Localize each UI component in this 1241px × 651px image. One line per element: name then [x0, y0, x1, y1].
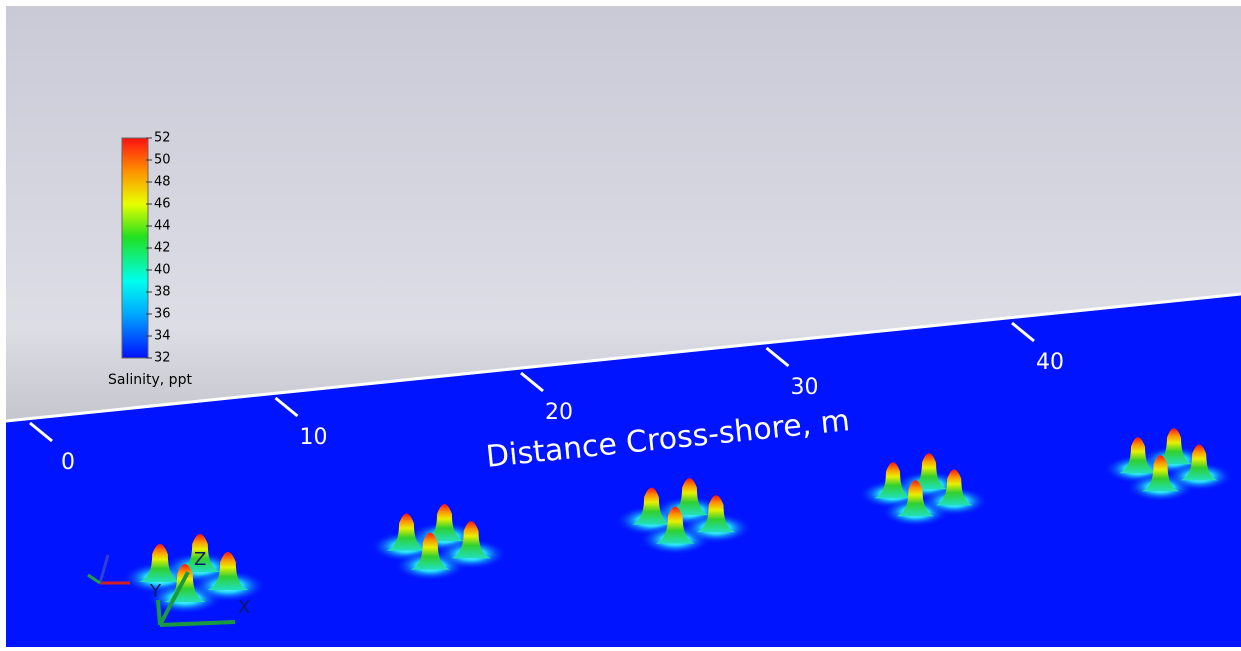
colorbar-title: Salinity, ppt	[108, 372, 192, 388]
axis-tick-label: 20	[545, 400, 573, 425]
colorbar	[122, 138, 148, 358]
scene: X Y Z Salinity, ppt Distance Cross-shore…	[0, 0, 1241, 647]
colorbar-tick-label: 50	[154, 153, 171, 168]
colorbar-tick-label: 42	[154, 241, 171, 256]
colorbar-tick-label: 40	[154, 263, 171, 278]
colorbar-tick-label: 44	[154, 219, 171, 234]
colorbar-tick-label: 38	[154, 285, 171, 300]
axis-tick-label: 0	[61, 450, 75, 475]
x-label: X	[238, 597, 250, 618]
colorbar-tick-label: 52	[154, 131, 171, 146]
axis-tick-label: 40	[1036, 350, 1064, 375]
colorbar-tick-label: 32	[154, 351, 171, 366]
colorbar-tick-label: 48	[154, 175, 171, 190]
z-label: Z	[194, 549, 206, 570]
colorbar-tick-label: 34	[154, 329, 171, 344]
colorbar-tick-label: 36	[154, 307, 171, 322]
y-label: Y	[149, 581, 162, 602]
axis-tick-label: 30	[791, 375, 819, 400]
colorbar-tick-label: 46	[154, 197, 171, 212]
axis-tick-label: 10	[300, 425, 328, 450]
y-arrow	[158, 600, 160, 625]
